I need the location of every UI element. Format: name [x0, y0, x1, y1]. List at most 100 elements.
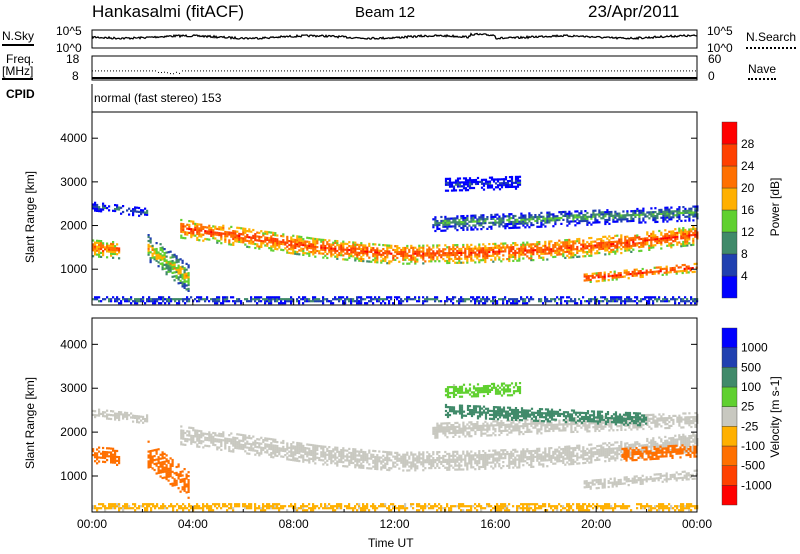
power-cell [276, 248, 279, 251]
power-cell [594, 240, 597, 243]
velocity-cell [458, 462, 461, 465]
velocity-cell [404, 455, 407, 458]
power-cell [328, 247, 331, 250]
power-cell [554, 217, 557, 220]
power-cell [482, 298, 485, 301]
power-cell [436, 296, 439, 299]
power-cell [230, 231, 233, 234]
power-cell [234, 232, 237, 235]
power-cell [250, 240, 253, 243]
power-cell [102, 206, 105, 209]
power-cell [330, 302, 333, 305]
power-cell [610, 241, 613, 244]
power-cell [386, 262, 389, 265]
velocity-cell [474, 468, 477, 471]
power-cell [212, 231, 215, 234]
power-cell [656, 212, 659, 216]
power-cell [534, 249, 537, 252]
power-cell [370, 246, 373, 250]
power-cell [548, 213, 551, 216]
power-cell [482, 251, 485, 254]
velocity-cell [244, 438, 247, 441]
power-cell [486, 218, 489, 221]
velocity-cell [352, 456, 355, 459]
freq-point [575, 70, 576, 72]
velocity-cell [426, 461, 429, 464]
power-cell [648, 244, 651, 247]
power-cell [92, 245, 95, 248]
velocity-cell [508, 454, 511, 457]
power-cell [384, 252, 387, 255]
velocity-cell [568, 457, 571, 460]
power-cell [140, 211, 143, 214]
power-cell [623, 271, 626, 274]
velocity-cell [612, 449, 615, 452]
velocity-cell [312, 444, 315, 447]
velocity-cell [408, 465, 411, 468]
power-cell [298, 253, 301, 256]
velocity-cell [310, 453, 313, 456]
power-cell [498, 184, 502, 187]
power-cell [270, 245, 273, 248]
velocity-cell [226, 439, 229, 442]
power-cell [478, 253, 481, 256]
power-cell [534, 216, 537, 219]
power-cell [486, 253, 489, 256]
power-cell [170, 300, 173, 303]
velocity-cell [242, 445, 245, 449]
power-cell [322, 252, 325, 255]
power-cell [610, 248, 613, 252]
power-cell [582, 214, 585, 217]
power-cell [320, 248, 323, 251]
velocity-cell [548, 451, 551, 454]
power-cell [502, 182, 506, 185]
power-cell [590, 246, 593, 249]
power-cell [656, 238, 659, 241]
freq-point [437, 70, 438, 72]
freq-point [329, 70, 330, 72]
power-cell [606, 247, 609, 250]
power-cell [482, 218, 485, 221]
power-cell [602, 215, 605, 218]
power-cell [518, 247, 521, 250]
power-cell [450, 252, 453, 255]
power-cell [508, 219, 511, 222]
power-cell [476, 228, 479, 231]
power-cell [582, 296, 585, 299]
velocity-cell [288, 446, 291, 449]
power-cell [614, 250, 617, 253]
freq-point [650, 70, 651, 72]
velocity-cell [508, 456, 511, 459]
power-cell [496, 302, 499, 305]
power-cell [478, 296, 481, 299]
power-cell [568, 242, 571, 245]
power-cell [466, 259, 469, 262]
power-cell [624, 243, 627, 246]
power-cell [298, 302, 301, 305]
power-cell [454, 248, 457, 251]
velocity-cell [518, 466, 521, 469]
power-cell [680, 219, 683, 222]
power-cell [621, 275, 624, 278]
power-cell [570, 250, 573, 253]
power-cell [181, 265, 184, 268]
velocity-cell [212, 439, 215, 442]
power-cell [510, 175, 514, 179]
power-cell [530, 222, 533, 225]
power-cell [482, 255, 485, 258]
freq-point [293, 70, 294, 72]
power-cell [258, 296, 261, 299]
velocity-cell [412, 459, 415, 462]
power-cell [572, 254, 575, 257]
power-cell [492, 298, 495, 301]
power-cell [682, 242, 685, 246]
power-cell [678, 241, 681, 244]
power-cell [594, 215, 597, 218]
power-cell [666, 240, 669, 243]
power-cell [542, 258, 545, 261]
power-cell [208, 224, 211, 227]
power-cell [163, 267, 166, 270]
power-cell [102, 202, 105, 205]
velocity-cell [328, 453, 331, 457]
power-cell [492, 252, 495, 255]
